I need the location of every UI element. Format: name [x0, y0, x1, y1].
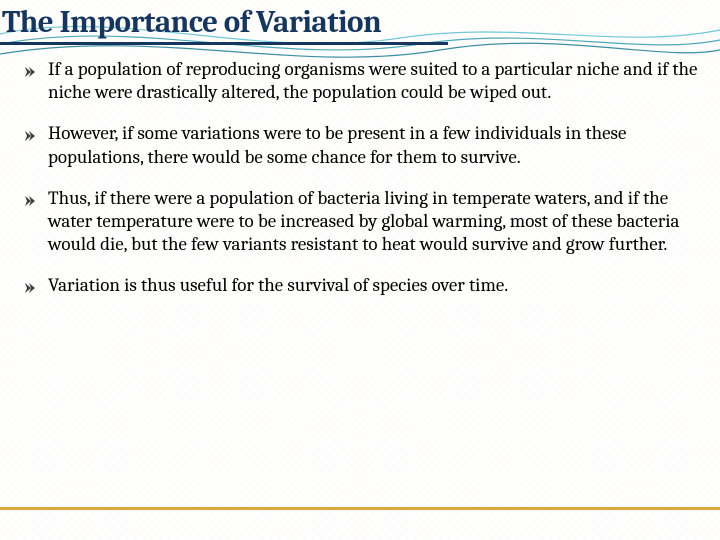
- slide-body: If a population of reproducing organisms…: [0, 40, 720, 298]
- list-item: Thus, if there were a population of bact…: [22, 187, 698, 257]
- arrow-bullet-icon: [22, 62, 38, 82]
- arrow-bullet-icon: [22, 278, 38, 298]
- slide-title-wrap: The Importance of Variation: [0, 0, 720, 40]
- slide-title: The Importance of Variation: [2, 4, 381, 40]
- footer-divider: [0, 507, 720, 510]
- list-item: If a population of reproducing organisms…: [22, 58, 698, 104]
- arrow-bullet-icon: [22, 191, 38, 211]
- arrow-bullet-icon: [22, 126, 38, 146]
- list-item: Variation is thus useful for the surviva…: [22, 274, 698, 298]
- bullet-text: If a population of reproducing organisms…: [48, 58, 698, 104]
- bullet-text: Thus, if there were a population of bact…: [48, 187, 698, 257]
- list-item: However, if some variations were to be p…: [22, 122, 698, 168]
- bullet-text: However, if some variations were to be p…: [48, 122, 698, 168]
- bullet-text: Variation is thus useful for the surviva…: [48, 274, 698, 297]
